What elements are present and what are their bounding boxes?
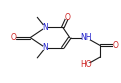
Text: HO: HO — [80, 60, 92, 69]
FancyBboxPatch shape — [43, 25, 48, 30]
Text: N: N — [42, 23, 48, 32]
FancyBboxPatch shape — [82, 35, 90, 40]
Text: O: O — [112, 41, 118, 50]
Text: NH: NH — [80, 33, 92, 42]
Text: O: O — [11, 33, 17, 42]
Text: O: O — [64, 13, 70, 22]
FancyBboxPatch shape — [12, 35, 16, 40]
FancyBboxPatch shape — [65, 15, 70, 19]
Text: N: N — [42, 43, 48, 52]
FancyBboxPatch shape — [113, 43, 117, 48]
FancyBboxPatch shape — [43, 46, 48, 50]
FancyBboxPatch shape — [82, 63, 90, 67]
